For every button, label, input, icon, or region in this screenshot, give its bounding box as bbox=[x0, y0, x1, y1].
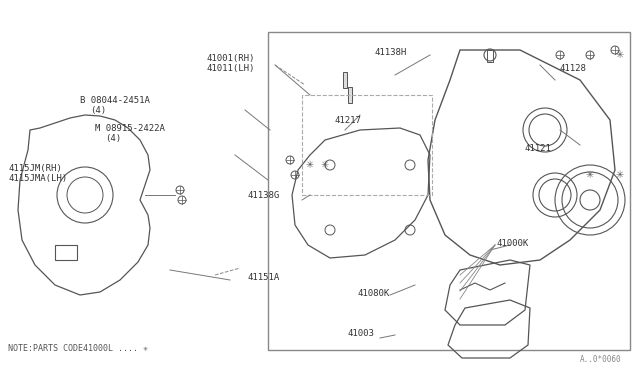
Text: (4): (4) bbox=[105, 134, 121, 142]
Text: B 08044-2451A: B 08044-2451A bbox=[80, 96, 150, 105]
Text: 41001(RH): 41001(RH) bbox=[207, 54, 255, 62]
Text: 4115JMA(LH): 4115JMA(LH) bbox=[8, 173, 67, 183]
Text: ✳: ✳ bbox=[616, 170, 624, 180]
Text: 41128: 41128 bbox=[560, 64, 587, 73]
Text: 41217: 41217 bbox=[335, 115, 362, 125]
Text: A..0*0060: A..0*0060 bbox=[580, 356, 621, 365]
Text: 41138H: 41138H bbox=[375, 48, 407, 57]
Text: 4115JM(RH): 4115JM(RH) bbox=[8, 164, 61, 173]
Text: (4): (4) bbox=[90, 106, 106, 115]
Text: 41003: 41003 bbox=[348, 330, 375, 339]
Text: M 08915-2422A: M 08915-2422A bbox=[95, 124, 165, 132]
Text: ✳: ✳ bbox=[306, 160, 314, 170]
Text: 41121: 41121 bbox=[525, 144, 552, 153]
Bar bbox=[487, 50, 493, 62]
Text: 41000K: 41000K bbox=[497, 238, 529, 247]
Bar bbox=[302, 95, 432, 195]
Bar bbox=[55, 245, 77, 260]
Text: NOTE:PARTS CODE41000L .... ✳: NOTE:PARTS CODE41000L .... ✳ bbox=[8, 343, 148, 353]
Text: ✳: ✳ bbox=[586, 170, 594, 180]
Text: 41151A: 41151A bbox=[248, 273, 280, 282]
Text: 41080K: 41080K bbox=[358, 289, 390, 298]
Text: 41011(LH): 41011(LH) bbox=[207, 64, 255, 73]
Text: 41138G: 41138G bbox=[248, 190, 280, 199]
Bar bbox=[343, 72, 347, 88]
Text: ✳: ✳ bbox=[616, 50, 624, 60]
Text: ✳: ✳ bbox=[321, 160, 329, 170]
Bar bbox=[348, 87, 352, 103]
